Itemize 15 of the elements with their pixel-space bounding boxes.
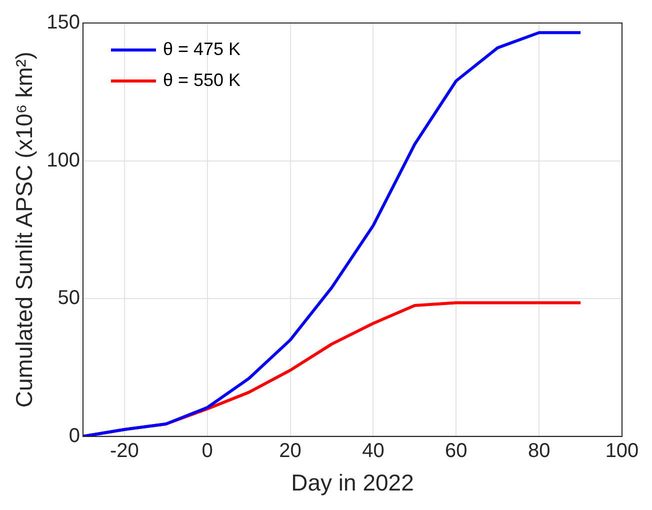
y-tick-label: 100 xyxy=(46,149,80,172)
x-tick-label: 40 xyxy=(362,440,384,462)
legend-label: θ = 550 K xyxy=(162,70,241,90)
legend-label: θ = 475 K xyxy=(162,38,241,59)
x-tick-label: -20 xyxy=(110,440,139,462)
x-tick-label: 0 xyxy=(202,440,213,462)
y-tick-label: 50 xyxy=(58,287,80,310)
x-tick-label: 80 xyxy=(528,440,550,462)
x-tick-label: 60 xyxy=(445,440,468,462)
y-tick-label: 0 xyxy=(68,424,80,447)
y-axis-title: Cumulated Sunlit APSC (x10⁶ km²) xyxy=(11,52,38,408)
y-tick-label: 150 xyxy=(46,12,80,34)
x-tick-label: 20 xyxy=(279,440,302,462)
x-tick-label: 100 xyxy=(605,440,639,462)
x-axis-title: Day in 2022 xyxy=(291,470,414,496)
